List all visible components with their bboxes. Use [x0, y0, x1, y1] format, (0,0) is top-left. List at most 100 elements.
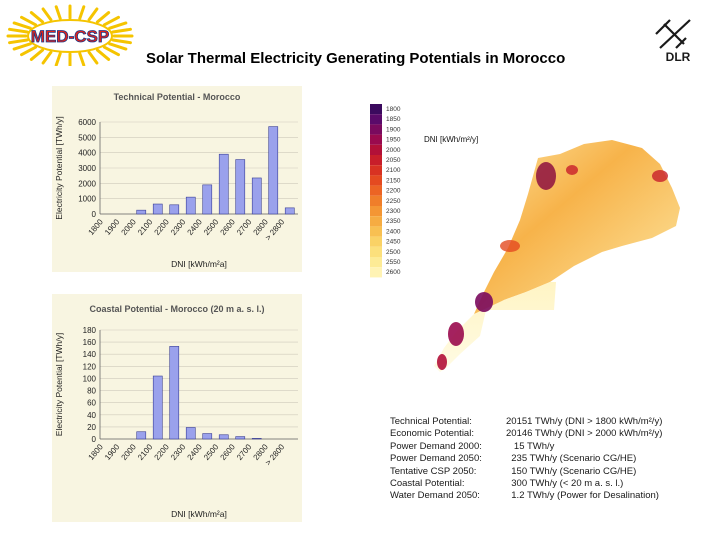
- legend-swatch: [370, 165, 382, 176]
- sun-ray: [12, 21, 32, 30]
- sun-ray: [54, 5, 62, 20]
- legend-swatch: [370, 257, 382, 268]
- hotspot-far-south: [437, 354, 447, 370]
- dlr-symbol-icon: [655, 19, 691, 49]
- sun-ray: [20, 15, 38, 27]
- sun-ray: [78, 52, 86, 67]
- hotspot-central: [500, 240, 520, 252]
- sun-ray: [12, 42, 32, 51]
- sun-ray: [41, 7, 53, 22]
- legend-label: 2450: [386, 239, 401, 246]
- dni-legend: 1800 1850 1900 1950 2000 2050 2100 2150 2200 2250…: [370, 104, 401, 278]
- y-tick-label: 160: [83, 338, 97, 347]
- statistics-table: Technical Potential: 20151 TWh/y (DNI > 1…: [390, 416, 710, 503]
- sun-ray: [87, 50, 99, 65]
- bar: [185, 196, 196, 215]
- dni-map-svg: 1800 1850 1900 1950 2000 2050 2100 2150 2200 2250…: [370, 104, 680, 372]
- coastal-potential-svg: Coastal Potential - Morocco (20 m a. s. …: [52, 294, 302, 522]
- stat-value: 150 TWh/y (Scenario CG/HE): [506, 465, 637, 477]
- sun-ray: [54, 52, 62, 67]
- stat-value: 235 TWh/y (Scenario CG/HE): [506, 453, 637, 465]
- dlr-logo: DLR: [650, 18, 706, 66]
- legend-label: 2250: [386, 198, 401, 205]
- sun-ray: [29, 48, 45, 61]
- y-tick-label: 5000: [78, 133, 96, 142]
- bar: [235, 159, 246, 215]
- bar: [202, 184, 213, 215]
- bar: [152, 375, 163, 440]
- legend-swatch: [370, 267, 382, 278]
- stat-label: Economic Potential:: [390, 428, 474, 440]
- dni-legend-title: DNI [kWh/m²/y]: [424, 135, 478, 144]
- stat-row: Water Demand 2050: 1.2 TWh/y (Power for …: [390, 490, 710, 502]
- y-tick-label: 2000: [78, 179, 96, 188]
- sun-rays-icon: [6, 4, 134, 68]
- bar: [169, 346, 180, 440]
- legend-label: 1900: [386, 126, 401, 133]
- bar: [251, 177, 262, 215]
- y-tick-label: 6000: [78, 118, 96, 127]
- y-tick-label: 0: [92, 435, 97, 444]
- sun-ray: [111, 27, 132, 34]
- legend-label: 1800: [386, 106, 401, 113]
- legend-swatch: [370, 206, 382, 217]
- stat-label: Water Demand 2050:: [390, 490, 480, 502]
- hotspot-coast: [475, 292, 493, 312]
- y-tick-label: 1000: [78, 195, 96, 204]
- sun-ray: [102, 45, 120, 57]
- stat-value: 20146 TWh/y (DNI > 2000 kWh/m²/y): [506, 428, 663, 440]
- dlr-text: DLR: [666, 50, 691, 64]
- legend-swatch: [370, 155, 382, 166]
- legend-swatch: [370, 175, 382, 186]
- hotspot-north-east: [566, 165, 578, 175]
- legend-swatch: [370, 144, 382, 155]
- stat-row: Economic Potential: 20146 TWh/y (DNI > 20…: [390, 428, 710, 440]
- y-tick-label: 40: [87, 411, 96, 420]
- sun-ray: [29, 11, 45, 24]
- legend-label: 1950: [386, 137, 401, 144]
- legend-label: 2000: [386, 147, 401, 154]
- med-csp-logo: MED-CSP: [6, 4, 134, 68]
- sun-ray: [108, 42, 128, 51]
- legend-label: 2300: [386, 208, 401, 215]
- sun-ray: [20, 45, 38, 57]
- legend-swatch: [370, 185, 382, 196]
- morocco-south-region: [434, 282, 556, 372]
- stat-row: Tentative CSP 2050: 150 TWh/y (Scenario …: [390, 466, 710, 478]
- stat-value: 15 TWh/y: [506, 440, 555, 452]
- legend-label: 2350: [386, 218, 401, 225]
- sun-ray: [41, 50, 53, 65]
- logo-text: MED-CSP: [31, 27, 109, 46]
- legend-label: 2400: [386, 228, 401, 235]
- y-tick-label: 120: [83, 362, 97, 371]
- legend-label: 1850: [386, 116, 401, 123]
- legend-swatch: [370, 226, 382, 237]
- bar: [152, 203, 163, 215]
- legend-label: 2150: [386, 177, 401, 184]
- sun-ray: [108, 21, 128, 30]
- bar: [136, 431, 147, 440]
- sun-ray: [87, 7, 99, 22]
- legend-label: 2500: [386, 249, 401, 256]
- legend-label: 2100: [386, 167, 401, 174]
- sun-ray: [111, 38, 132, 45]
- sun-ray: [8, 27, 29, 34]
- coastal-potential-chart: Coastal Potential - Morocco (20 m a. s. …: [52, 294, 302, 522]
- y-tick-label: 3000: [78, 164, 96, 173]
- stat-label: Power Demand 2000:: [390, 440, 482, 452]
- page-title: Solar Thermal Electricity Generating Pot…: [146, 50, 566, 67]
- bar: [185, 427, 196, 440]
- legend-swatch: [370, 246, 382, 257]
- y-tick-label: 60: [87, 399, 96, 408]
- y-tick-label: 180: [83, 326, 97, 335]
- bar: [268, 126, 279, 215]
- x-axis-label: DNI [kWh/m²a]: [171, 259, 227, 269]
- sun-ray: [102, 15, 120, 27]
- legend-swatch: [370, 236, 382, 247]
- legend-swatch: [370, 195, 382, 206]
- legend-label: 2550: [386, 259, 401, 266]
- morocco-north-region: [474, 140, 680, 314]
- stat-label: Technical Potential:: [390, 416, 472, 427]
- y-tick-label: 4000: [78, 149, 96, 158]
- bar: [136, 209, 147, 215]
